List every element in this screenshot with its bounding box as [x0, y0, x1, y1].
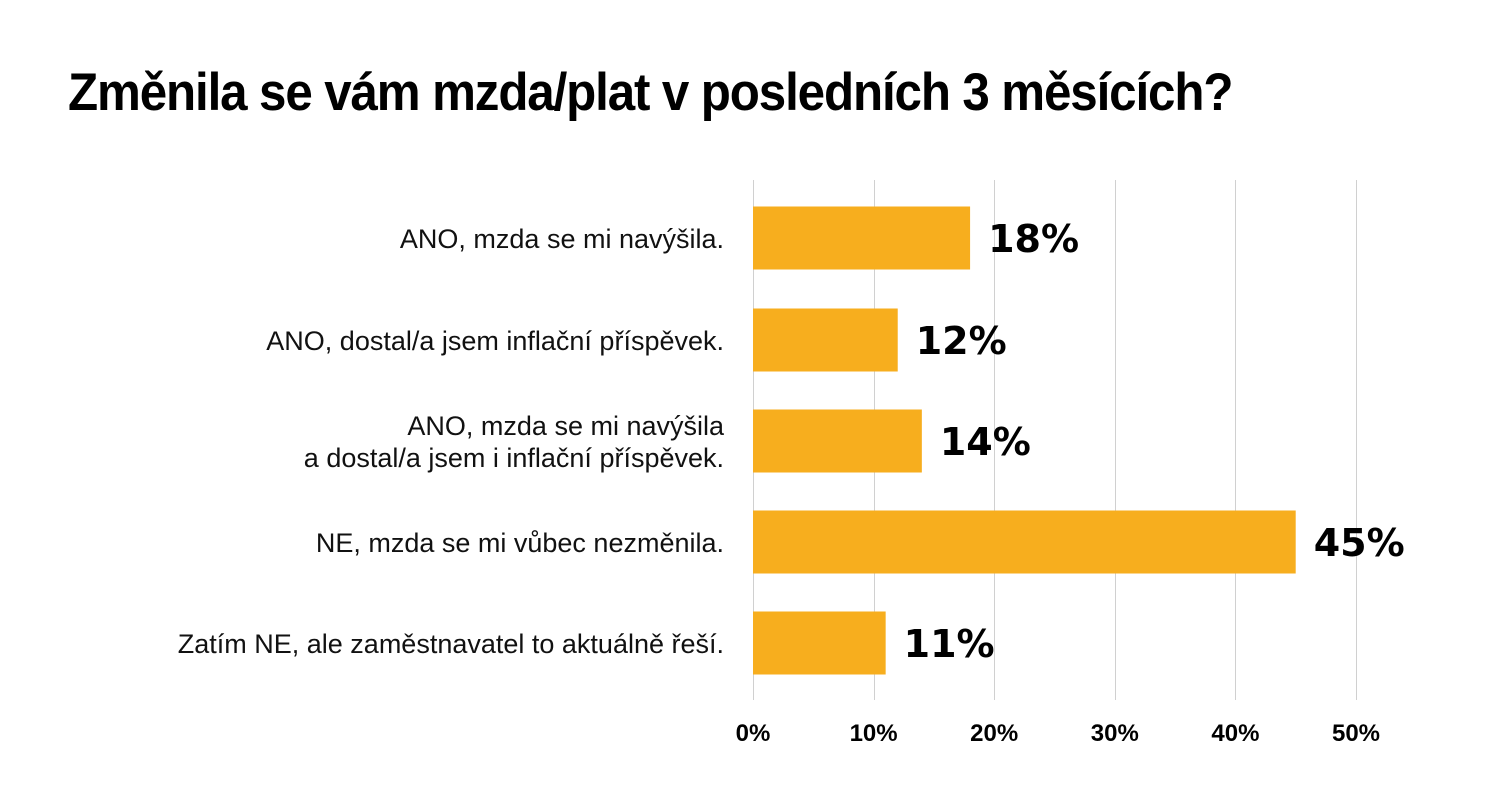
- x-tick-label: 20%: [970, 720, 1018, 747]
- data-label: 14%: [940, 420, 1031, 464]
- value-labels: 18% 12% 14% 45% 11%: [904, 217, 1405, 666]
- category-label: NE, mzda se mi vůbec nezměnila.: [316, 528, 724, 558]
- category-label: ANO, dostal/a jsem inflační příspěvek.: [266, 326, 724, 356]
- x-tick-label: 10%: [850, 720, 898, 747]
- data-label: 12%: [916, 319, 1007, 363]
- x-tick-labels: 0% 10% 20% 30% 40% 50%: [736, 720, 1380, 747]
- category-label: ANO, mzda se mi navýšila: [407, 411, 725, 441]
- bar: [753, 611, 886, 675]
- data-label: 45%: [1314, 521, 1405, 565]
- category-label: ANO, mzda se mi navýšila.: [400, 224, 724, 254]
- category-label: a dostal/a jsem i inflační příspěvek.: [304, 443, 724, 473]
- bar: [753, 308, 898, 372]
- bar: [753, 510, 1296, 574]
- x-tick-label: 50%: [1332, 720, 1380, 747]
- x-tick-label: 40%: [1211, 720, 1259, 747]
- data-label: 11%: [904, 622, 995, 666]
- x-tick-label: 0%: [736, 720, 771, 747]
- chart-title: Změnila se vám mzda/plat v posledních 3 …: [68, 63, 1233, 122]
- category-labels: ANO, mzda se mi navýšila. ANO, dostal/a j…: [178, 224, 725, 659]
- data-label: 18%: [988, 217, 1079, 261]
- bar: [753, 206, 971, 270]
- x-tick-label: 30%: [1091, 720, 1139, 747]
- bar: [753, 409, 922, 473]
- category-label: Zatím NE, ale zaměstnavatel to aktuálně …: [178, 629, 724, 659]
- bars: [753, 206, 1296, 675]
